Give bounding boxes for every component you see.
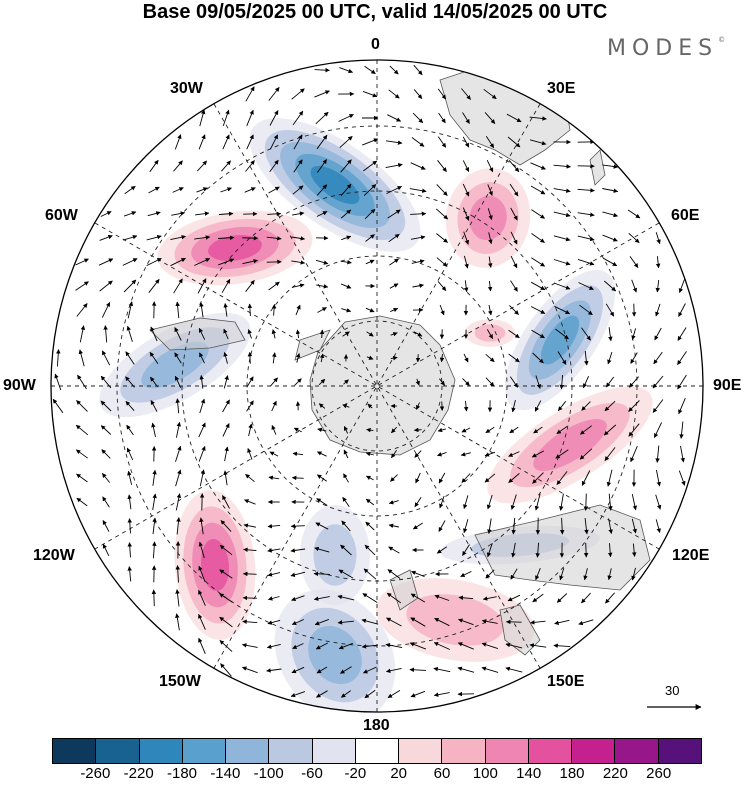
- colorbar-swatch: [225, 739, 268, 763]
- anomaly-contour: [475, 324, 506, 341]
- colorbar-swatch: [485, 739, 528, 763]
- colorbar-tick-label: -60: [301, 765, 323, 782]
- colorbar-swatch: [658, 739, 701, 763]
- colorbar-tick-label: 180: [559, 765, 584, 782]
- colorbar-tick-label: 100: [473, 765, 498, 782]
- colorbar-tick-label: 220: [603, 765, 628, 782]
- wind-vector: [414, 430, 421, 431]
- colorbar-tick-label: 260: [646, 765, 671, 782]
- colorbar-swatch: [53, 739, 95, 763]
- colorbar-swatch: [182, 739, 225, 763]
- lon-label-120w: 120W: [33, 547, 75, 565]
- wind-vector: [322, 330, 323, 338]
- colorbar-swatch: [398, 739, 441, 763]
- colorbar-tick-label: 140: [516, 765, 541, 782]
- colorbar-swatch: [268, 739, 311, 763]
- colorbar-swatch: [95, 739, 138, 763]
- lon-label-60e: 60E: [671, 207, 699, 225]
- lon-label-30w: 30W: [170, 80, 203, 98]
- colorbar-swatch: [614, 739, 657, 763]
- brand-mark: ©: [718, 36, 725, 44]
- wind-vector: [154, 590, 155, 606]
- lon-label-150e: 150E: [547, 673, 584, 691]
- brand-logo: MODES©: [607, 36, 725, 61]
- wind-vector: [243, 574, 256, 575]
- lon-label-90e: 90E: [713, 377, 741, 395]
- wind-vector: [586, 543, 587, 557]
- colorbar: [52, 738, 702, 764]
- colorbar-tick-label: -180: [167, 765, 197, 782]
- lon-label-180: 180: [363, 717, 390, 735]
- colorbar-tick-label: 60: [434, 765, 451, 782]
- colorbar-tick-label: -20: [344, 765, 366, 782]
- wind-vector: [292, 478, 303, 479]
- colorbar-swatch: [312, 739, 355, 763]
- lon-label-120e: 120E: [672, 547, 709, 565]
- colorbar-tick-label: -260: [80, 765, 110, 782]
- colorbar-ticks: -260 -220 -180 -140 -100 -60 -20 20 60 100 140 180 2…: [0, 765, 750, 785]
- lon-label-0: 0: [371, 36, 380, 54]
- lon-label-30e: 30E: [547, 80, 575, 98]
- reference-vector-label: 30: [665, 683, 679, 698]
- lon-label-60w: 60W: [45, 207, 78, 225]
- lon-label-90w: 90W: [3, 377, 36, 395]
- colorbar-swatch: [139, 739, 182, 763]
- colorbar-tick-label: -220: [124, 765, 154, 782]
- chart-title: Base 09/05/2025 00 UTC, valid 14/05/2025…: [0, 0, 750, 24]
- colorbar-swatch: [355, 739, 398, 763]
- colorbar-tick-label: -140: [210, 765, 240, 782]
- colorbar-tick-label: 20: [390, 765, 407, 782]
- wind-vector: [291, 526, 305, 527]
- colorbar-swatch: [571, 739, 614, 763]
- colorbar-swatch: [528, 739, 571, 763]
- wind-vector: [250, 352, 251, 363]
- wind-vector: [586, 494, 587, 511]
- lon-label-150w: 150W: [159, 673, 201, 691]
- colorbar-tick-label: -100: [254, 765, 284, 782]
- brand-name: MODES: [607, 36, 718, 61]
- colorbar-swatch: [441, 739, 484, 763]
